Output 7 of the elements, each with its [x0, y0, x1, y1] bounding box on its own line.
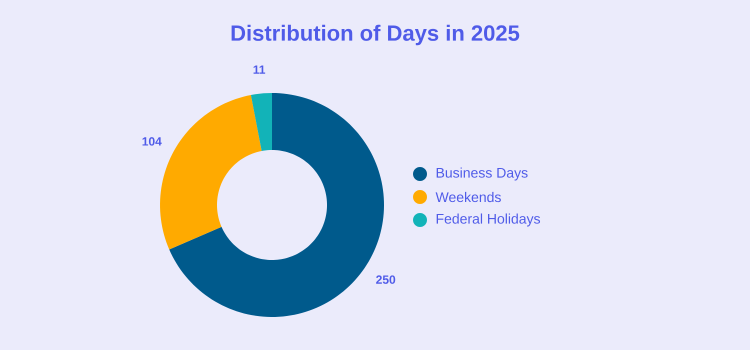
data-label: 250: [376, 275, 396, 284]
chart-title: Distribution of Days in 2025: [232, 24, 520, 46]
legend-label: Business Days: [436, 167, 528, 181]
legend-label: Weekends: [436, 192, 501, 202]
data-label: 11: [254, 65, 266, 74]
legend-label: Federal Holidays: [436, 213, 540, 227]
data-label: 104: [142, 137, 162, 146]
